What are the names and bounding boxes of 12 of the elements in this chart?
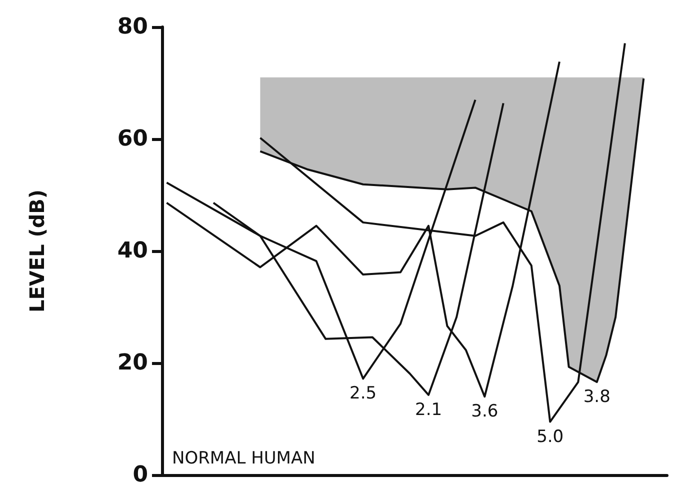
series-label: 2.5 <box>350 384 377 404</box>
y-tick-label: 40 <box>117 238 148 264</box>
series-label: 3.8 <box>583 387 610 408</box>
series-label: 2.1 <box>415 400 442 420</box>
series-label: 3.6 <box>471 402 498 422</box>
series-label: 5.0 <box>536 426 564 447</box>
annotation: NORMAL HUMAN <box>172 448 316 468</box>
y-tick-label: 0 <box>132 462 148 488</box>
y-tick-label: 60 <box>117 126 148 152</box>
y-tick-label: 20 <box>117 350 148 376</box>
y-tick-label: 80 <box>117 14 148 40</box>
y-axis-title: LEVEL (dB) <box>25 189 49 313</box>
